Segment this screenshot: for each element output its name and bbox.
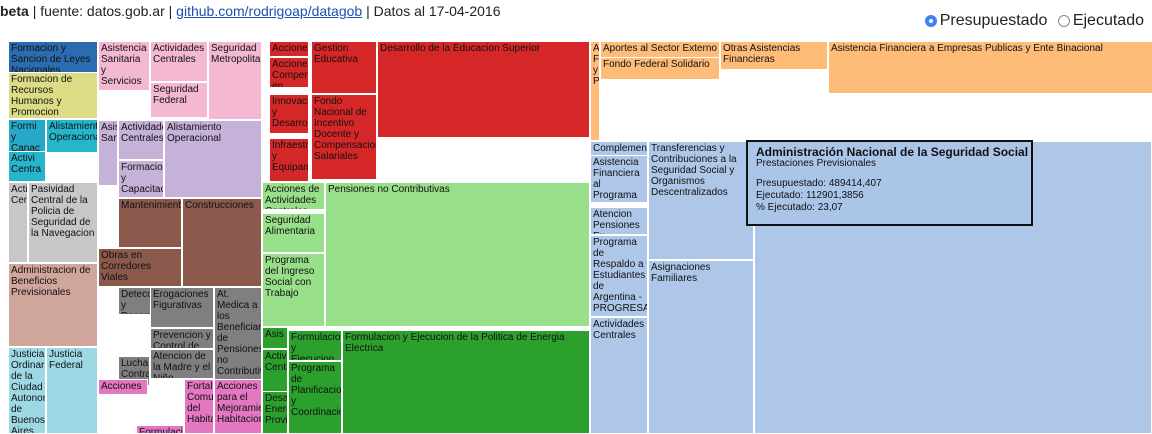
radio-presupuestado-label[interactable]: Presupuestado [939, 12, 1048, 29]
treemap-cell[interactable]: Acciones [269, 41, 309, 57]
tooltip-presupuestado: Presupuestado: 489414,407 [756, 178, 882, 189]
treemap-cell[interactable]: Atencion de la Madre y el Niño [150, 349, 214, 379]
github-link[interactable]: github.com/rodrigoap/datagob [176, 3, 363, 19]
radio-ejecutado[interactable]: Ejecutado [1057, 12, 1144, 30]
treemap-cell[interactable]: Formacion y Capacitacion [118, 160, 164, 198]
treemap-tooltip: Administración Nacional de la Seguridad … [746, 140, 1033, 226]
treemap-cell[interactable]: Programa del Ingreso Social con Trabajo [262, 253, 325, 327]
treemap-cell[interactable]: Mantenimiento [118, 198, 182, 248]
treemap-cell[interactable]: Actividades Centrales [590, 317, 648, 434]
radio-checked-icon[interactable] [924, 15, 937, 27]
treemap-cell[interactable]: Formacion de Recursos Humanos y Promocio… [8, 72, 98, 119]
treemap-cell[interactable]: Seguridad Metropolitana [208, 41, 262, 120]
treemap-cell[interactable]: Actividades Centrales [118, 120, 164, 160]
treemap-cell[interactable]: Fortalecimiento Comunitario del Habitat [184, 379, 214, 434]
treemap-cell[interactable]: Programa de Respaldo a Estudiantes de Ar… [590, 235, 648, 317]
treemap-cell[interactable]: Actividades Centrales [150, 41, 208, 82]
header-bar: beta | fuente: datos.gob.ar | github.com… [0, 0, 1152, 40]
treemap-cell[interactable]: Acciones [98, 379, 148, 395]
treemap-cell[interactable]: Formulacion y Desarrollo de [136, 425, 184, 434]
treemap-cell[interactable]: Pasividad Central de la Policia de Segur… [28, 182, 98, 263]
treemap-cell[interactable]: Desarrollo de la Educacion Superior [377, 41, 590, 138]
header-line: beta | fuente: datos.gob.ar | github.com… [0, 3, 500, 19]
treemap-cell[interactable]: Prevencion y Control de Enfermedades [150, 328, 214, 349]
treemap-cell[interactable]: Acciones para el Mejoramiento Habitacion… [214, 379, 262, 434]
treemap-cell[interactable]: Activi Centra [8, 151, 46, 182]
radio-presupuestado[interactable]: Presupuestado [924, 12, 1048, 30]
treemap-cell[interactable]: Atencion Pensiones Ex-Combatientes y Reg… [590, 207, 648, 235]
treemap-cell[interactable]: Erogaciones Figurativas [150, 287, 214, 328]
treemap-cell[interactable]: Transferencias y Contribuciones a la Seg… [648, 141, 754, 260]
treemap-cell[interactable]: Seguridad Federal [150, 82, 208, 118]
treemap-cell[interactable]: Alistamiento Operacional [46, 119, 98, 153]
treemap-cell[interactable]: Asistencia Sanitaria y Servicios [98, 41, 150, 91]
date-text: | Datos al 17-04-2016 [366, 3, 501, 19]
treemap-cell[interactable]: Formulacion y Ejecucion de la Politica d… [342, 330, 590, 434]
tooltip-ejecutado: Ejecutado: 112901,3856 [756, 190, 864, 201]
treemap-cell[interactable]: Fondo Nacional de Incentivo Docente y Co… [311, 94, 377, 180]
treemap-cell[interactable]: Obras en Corredores Viales [98, 248, 182, 287]
tooltip-subtitle: Prestaciones Previsionales [756, 158, 877, 169]
treemap-cell[interactable]: Justicia Ordinaria de la Ciudad Autonoma… [8, 347, 46, 434]
treemap-cell[interactable]: Infraestructura y Equipamiento [269, 138, 309, 182]
treemap-cell[interactable]: Asistencia Sanitaria [98, 120, 118, 186]
treemap-cell[interactable]: Activi Centr [262, 349, 288, 396]
treemap-cell[interactable]: Asignaciones Familiares [648, 260, 754, 434]
treemap-cell[interactable]: Desarrollo Energetico Provincial [262, 391, 288, 434]
treemap-cell[interactable]: Formi y Canac [8, 119, 46, 153]
treemap-cell[interactable]: Asis [262, 327, 288, 349]
tooltip-pct-ejecutado: % Ejecutado: 23,07 [756, 202, 843, 213]
treemap-cell[interactable]: Asistencia Financiera y Programas [590, 41, 600, 141]
treemap-cell[interactable]: Gestion Educativa [311, 41, 377, 94]
source-text: | fuente: datos.gob.ar | [32, 3, 173, 19]
treemap-cell[interactable]: Acciones Compensatorias en [269, 57, 309, 88]
treemap-cell[interactable]: Pensiones no Contributivas [325, 182, 590, 327]
beta-label: beta [0, 3, 29, 19]
radio-unchecked-icon[interactable] [1057, 15, 1070, 27]
treemap-cell[interactable]: Innovacion y Desarrollo [269, 94, 309, 134]
treemap-cell[interactable]: Fondo Federal Solidario [600, 57, 720, 80]
treemap-cell[interactable]: Programa de Planificacion y Coordinacion [288, 361, 342, 434]
treemap-cell[interactable]: Asistencia Financiera a Empresas Publica… [828, 41, 1152, 94]
budget-treemap: Formacion y Sancion de Leyes Nacionales F… [8, 41, 1152, 434]
treemap-cell[interactable]: Alistamiento Operacional [164, 120, 262, 198]
treemap-cell[interactable]: Seguridad Alimentaria [262, 213, 325, 253]
treemap-cell[interactable]: Acciones de Actividades Centrales [262, 182, 325, 210]
radio-ejecutado-label[interactable]: Ejecutado [1072, 12, 1144, 29]
treemap-cell[interactable]: Justicia Federal [46, 347, 98, 434]
tooltip-title: Administración Nacional de la Seguridad … [756, 145, 1029, 159]
treemap-cell[interactable]: Construcciones [182, 198, 262, 287]
treemap-cell[interactable]: Otras Asistencias Financieras [720, 41, 828, 70]
view-toggle: Presupuestado Ejecutado [919, 12, 1144, 32]
treemap-cell[interactable]: Activi Centra [8, 182, 28, 263]
treemap-cell[interactable]: Asistencia Financiera al Programa [590, 155, 648, 203]
treemap-cell[interactable]: Administracion de Beneficios Previsional… [8, 263, 98, 347]
treemap-cell[interactable]: Formulacion y Ejecucion de Politica [288, 330, 342, 361]
treemap-cell[interactable]: At. Medica a los Beneficiarios de Pensio… [214, 287, 262, 382]
